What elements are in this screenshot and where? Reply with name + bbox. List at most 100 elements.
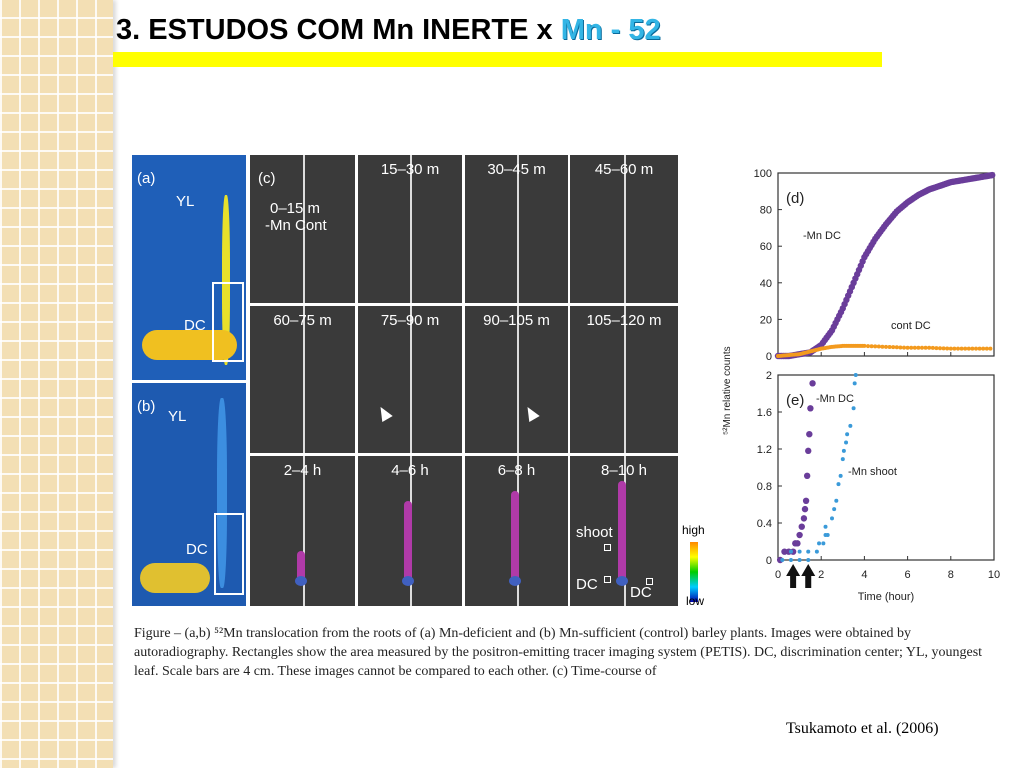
panel-a-image: (a) YL DC <box>132 155 246 380</box>
data-point <box>887 345 892 350</box>
series-label-cont-dc: cont DC <box>891 320 931 332</box>
data-point <box>801 505 809 513</box>
data-point <box>806 549 811 554</box>
y-tick-label: 0.4 <box>757 518 772 530</box>
time-panel: 6–8 h <box>465 456 568 606</box>
plant-stem-line <box>516 155 519 303</box>
x-tick-label: 10 <box>988 569 1000 581</box>
data-point <box>809 380 816 387</box>
scale-low-label: low <box>686 594 705 608</box>
data-point <box>798 523 805 530</box>
y-tick-label: 2 <box>766 370 772 382</box>
tracer-signal <box>618 481 626 581</box>
data-point <box>898 345 903 350</box>
figure-caption: Figure – (a,b) ⁵²Mn translocation from t… <box>134 626 983 679</box>
time-panel: 105–120 m <box>570 306 678 453</box>
plot-frame <box>777 374 995 561</box>
data-point <box>923 345 928 350</box>
time-panel: 2–4 h <box>250 456 355 606</box>
panel-b-image: (b) YL DC <box>132 383 246 606</box>
data-point <box>794 540 801 547</box>
title-underline-bar <box>113 52 882 67</box>
data-point <box>905 345 910 350</box>
x-tick-label: 6 <box>905 569 911 581</box>
slide-title: 3. ESTUDOS COM Mn INERTE x Mn - 52 <box>116 14 661 47</box>
panel-condition-label: -Mn Cont <box>265 217 327 234</box>
x-tick-label: 2 <box>818 569 824 581</box>
shoot-label: shoot <box>576 524 613 541</box>
data-point <box>912 345 917 350</box>
data-point <box>805 447 812 455</box>
data-point <box>823 524 828 529</box>
time-panel: 45–60 m <box>570 155 678 303</box>
panel-label: (e) <box>786 392 804 409</box>
data-point <box>934 346 939 351</box>
arrow-marker <box>801 564 816 588</box>
data-point <box>884 344 888 349</box>
panel-time-label: 105–120 m <box>586 312 662 329</box>
data-point <box>817 541 822 546</box>
data-point <box>780 558 785 562</box>
data-point <box>966 346 971 351</box>
data-point <box>825 533 830 538</box>
panel-time-label: 15–30 m <box>380 161 440 178</box>
time-panel: 30–45 m <box>465 155 568 303</box>
data-point <box>873 344 878 349</box>
data-point <box>841 448 846 453</box>
panel-time-label: 75–90 m <box>380 312 440 329</box>
data-point <box>830 516 834 521</box>
dc-label: DC <box>630 584 652 601</box>
data-point <box>866 344 870 349</box>
data-point <box>848 423 853 428</box>
tracer-signal <box>616 576 628 586</box>
arrowhead-marker <box>375 403 393 423</box>
plant-stem-line <box>302 155 305 303</box>
panel-time-label: 4–6 h <box>391 462 429 479</box>
data-point <box>844 440 849 445</box>
y-tick-label: 40 <box>760 278 772 290</box>
time-panel: (c) 0–15 m -Mn Cont <box>250 155 355 303</box>
panel-a-label: (a) <box>137 170 156 187</box>
tracer-signal <box>508 576 521 586</box>
dc-label: DC <box>576 576 598 593</box>
data-point <box>788 549 793 554</box>
y-tick-label: 1.2 <box>757 444 772 456</box>
data-point <box>977 346 982 351</box>
data-point <box>814 549 819 554</box>
panel-time-label: 30–45 m <box>487 161 546 178</box>
data-point <box>970 346 975 351</box>
data-point <box>876 344 881 349</box>
data-point <box>834 498 839 503</box>
panel-b-label: (b) <box>137 398 156 415</box>
data-point <box>862 343 867 348</box>
data-point <box>902 345 906 350</box>
data-point <box>930 345 935 350</box>
panel-time-label: 2–4 h <box>283 462 322 479</box>
y-tick-label: 0.8 <box>757 481 772 493</box>
time-panel: 60–75 m <box>250 306 355 453</box>
data-point <box>984 346 989 351</box>
data-point <box>869 344 874 349</box>
data-point <box>845 432 850 437</box>
tracer-signal <box>510 491 519 581</box>
data-point <box>941 346 946 351</box>
panel-time-label: 60–75 m <box>273 312 332 329</box>
series-label-mn-shoot: -Mn shoot <box>848 466 897 478</box>
data-point <box>945 346 950 351</box>
data-point <box>838 473 843 478</box>
plant-stem-line <box>302 456 305 606</box>
data-point <box>788 558 793 562</box>
data-point <box>989 171 996 179</box>
x-tick-label: 0 <box>775 569 781 581</box>
series-label-mn-dc: -Mn DC <box>816 393 854 405</box>
x-tick-label: 4 <box>861 569 867 581</box>
plot-frame <box>777 172 995 357</box>
data-point <box>909 345 914 350</box>
x-tick-label: 8 <box>948 569 954 581</box>
data-point <box>927 345 932 350</box>
title-text: 3. ESTUDOS COM Mn INERTE x <box>116 14 561 46</box>
y-tick-label: 60 <box>760 241 772 253</box>
plant-stem-line <box>302 306 305 453</box>
intensity-color-scale <box>690 542 698 602</box>
